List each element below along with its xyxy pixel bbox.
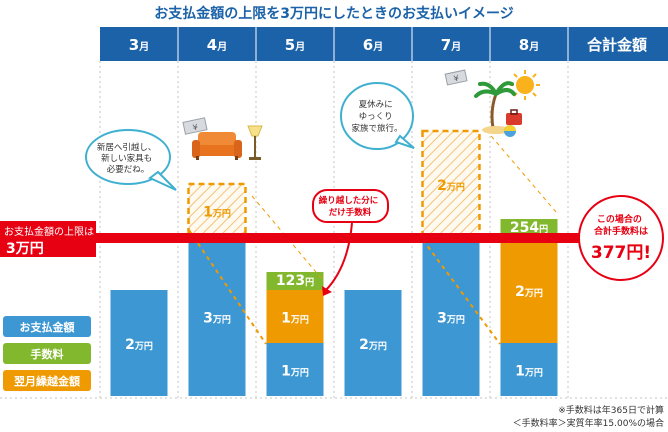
carryover-outline-label: 2万円 (437, 178, 465, 194)
payment-label: 2万円 (359, 337, 387, 353)
footnote-2: ＜手数料率＞実質年率15.00%の場合 (513, 417, 664, 429)
moving-callout: 新居へ引越し、 新しい家具も 必要だね。 (85, 129, 177, 191)
carryover-bar (266, 290, 324, 343)
total-callout-text: この場合の 合計手数料は (594, 213, 648, 237)
payment-label: 3万円 (437, 311, 465, 327)
carryover-fee-text: 繰り越した分に だけ手数料 (319, 195, 381, 218)
legend-carryover-swatch (3, 370, 91, 391)
footnote-1: ※手数料は年365日で計算 (558, 404, 664, 416)
lamp-icon (247, 125, 263, 160)
beach-ball-icon (504, 125, 516, 137)
month-header: 6月 (363, 36, 383, 54)
carryover-outline-bar (187, 182, 247, 239)
sun-icon (510, 70, 540, 100)
legend-carryover-label: 翌月繰越金額 (14, 374, 80, 388)
carryover-label: 1万円 (281, 311, 309, 327)
payment-bar (500, 343, 558, 396)
fee-bar (266, 272, 324, 290)
carryover-outline-label: 1万円 (203, 205, 231, 221)
legend-fee-swatch (3, 343, 91, 364)
payment-label: 1万円 (515, 364, 543, 380)
suitcase-icon (506, 109, 522, 125)
money-icon-vacation: ¥ (444, 69, 468, 86)
chart-title: お支払金額の上限を3万円にしたときのお支払いイメージ (154, 5, 513, 22)
svg-text:¥: ¥ (192, 123, 199, 133)
payment-label: 2万円 (125, 337, 153, 353)
fee-label: 254円 (510, 220, 548, 236)
legend-payment-label: お支払金額 (20, 320, 75, 334)
carryover-fee-arrow (324, 222, 353, 292)
bar-labels-layer: 3月 2万円 4月 3万円 1万円 5月 1万円 1万円 123円 6月 2万円 7月 3万円 2万円 8月… (125, 36, 548, 380)
month-header: 3月 (129, 36, 149, 54)
grid-lines (0, 27, 668, 399)
payment-bar (422, 237, 480, 396)
fee-bar (500, 219, 558, 237)
sofa-icon (192, 132, 242, 160)
svg-text:¥: ¥ (453, 74, 460, 84)
carryover-outline-bar (421, 129, 481, 239)
moving-callout-text: 新居へ引越し、 新しい家具も 必要だね。 (97, 142, 159, 175)
carryover-connectors (188, 129, 557, 345)
header-band (100, 27, 668, 61)
vacation-callout-text: 夏休みに ゆっくり 家族で旅行。 (351, 99, 402, 134)
month-header: 5月 (285, 36, 305, 54)
limit-line (0, 233, 580, 243)
payment-label: 1万円 (281, 364, 309, 380)
connector-apr-may (188, 229, 267, 345)
connector-jul-aug (422, 239, 501, 345)
payment-bar (110, 290, 168, 396)
vacation-callout: 夏休みに ゆっくり 家族で旅行。 (340, 82, 415, 150)
limit-label-box (0, 221, 96, 257)
carryover-label: 2万円 (515, 284, 543, 300)
total-fee-value: 377円! (591, 243, 651, 263)
legend-fee-label: 手数料 (31, 347, 64, 361)
carryover-bar (500, 237, 558, 343)
month-header: 4月 (207, 36, 227, 54)
month-header: 8月 (519, 36, 539, 54)
month-header: 7月 (441, 36, 461, 54)
payment-label: 3万円 (203, 311, 231, 327)
payment-bar (266, 343, 324, 396)
connector-jul-aug-guide (485, 129, 557, 213)
total-callout: この場合の 合計手数料は 377円! (578, 195, 664, 281)
carryover-fee-callout: 繰り越した分に だけ手数料 (312, 189, 389, 296)
payment-bar (188, 237, 246, 396)
fee-label: 123円 (276, 273, 314, 289)
palm-tree-icon (474, 81, 516, 134)
payment-bar (344, 290, 402, 396)
legend-payment-swatch (3, 316, 91, 337)
connector-apr-may-guide (251, 195, 322, 279)
money-icon: ¥ (182, 117, 208, 135)
total-header: 合計金額 (586, 36, 647, 54)
legend: お支払金額 手数料 翌月繰越金額 (3, 316, 91, 391)
bars-layer (110, 129, 558, 396)
limit-label-line1: お支払金額の上限は (4, 225, 94, 238)
limit-label-line2: 3万円 (6, 241, 44, 257)
